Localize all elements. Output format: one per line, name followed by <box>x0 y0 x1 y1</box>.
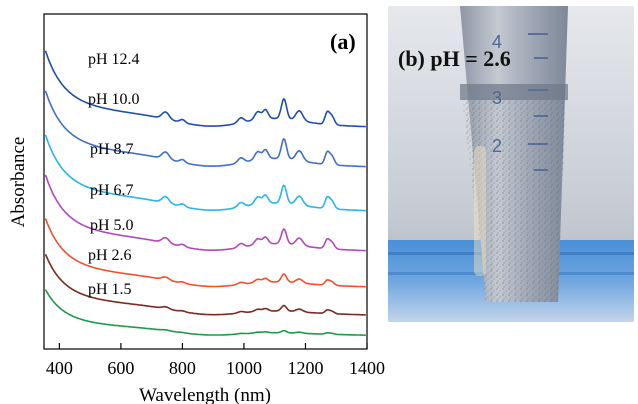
x-tick-label-800: 800 <box>169 358 196 378</box>
series-line-ph-8-7 <box>44 134 366 212</box>
series-label-ph-5-0: pH 5.0 <box>90 217 134 234</box>
x-axis-ticks: 400 600 800 1000 1200 1400 <box>46 343 385 378</box>
series-line-ph-6-7 <box>44 174 366 252</box>
x-axis-label: Wavelength (nm) <box>139 385 271 404</box>
series-label-ph-6-7: pH 6.7 <box>90 182 134 199</box>
series-group <box>44 50 366 336</box>
series-line-ph-10-0 <box>44 90 366 168</box>
scale-mark-3: 3 <box>492 88 502 108</box>
series-labels: pH 12.4 pH 10.0 pH 8.7 pH 6.7 pH 5.0 pH 2.6 pH… <box>88 51 140 298</box>
series-label-ph-1-5: pH 1.5 <box>88 281 132 298</box>
x-tick-label-1400: 1400 <box>349 358 385 378</box>
plot-frame <box>43 13 368 350</box>
series-label-ph-12-4: pH 12.4 <box>88 51 140 68</box>
series-line-ph-5-0 <box>44 218 366 288</box>
series-label-ph-2-6: pH 2.6 <box>88 247 132 264</box>
absorbance-chart: 400 600 800 1000 1200 1400 pH 12.4 pH 10.0 pH 8… <box>8 13 385 404</box>
series-line-ph-2-6 <box>44 253 366 316</box>
series-line-ph-12-4 <box>44 50 366 128</box>
y-axis-label: Absorbance <box>8 137 29 228</box>
series-label-ph-8-7: pH 8.7 <box>90 141 134 158</box>
x-tick-label-600: 600 <box>107 358 134 378</box>
vial-scale <box>528 33 548 171</box>
x-tick-label-1000: 1000 <box>226 358 262 378</box>
photo-label: (b) pH = 2.6 <box>398 46 511 71</box>
vial-illustration: 4 3 2 <box>388 6 634 322</box>
x-tick-label-1200: 1200 <box>287 358 323 378</box>
scale-mark-2: 2 <box>492 136 502 156</box>
series-line-ph-1-5 <box>44 289 366 336</box>
scale-mark-4: 4 <box>492 32 502 52</box>
panel-label: (a) <box>330 29 356 54</box>
x-tick-label-400: 400 <box>46 358 73 378</box>
vial-photo: 4 3 2 (b) pH = 2.6 <box>388 6 634 322</box>
series-label-ph-10-0: pH 10.0 <box>88 91 140 108</box>
